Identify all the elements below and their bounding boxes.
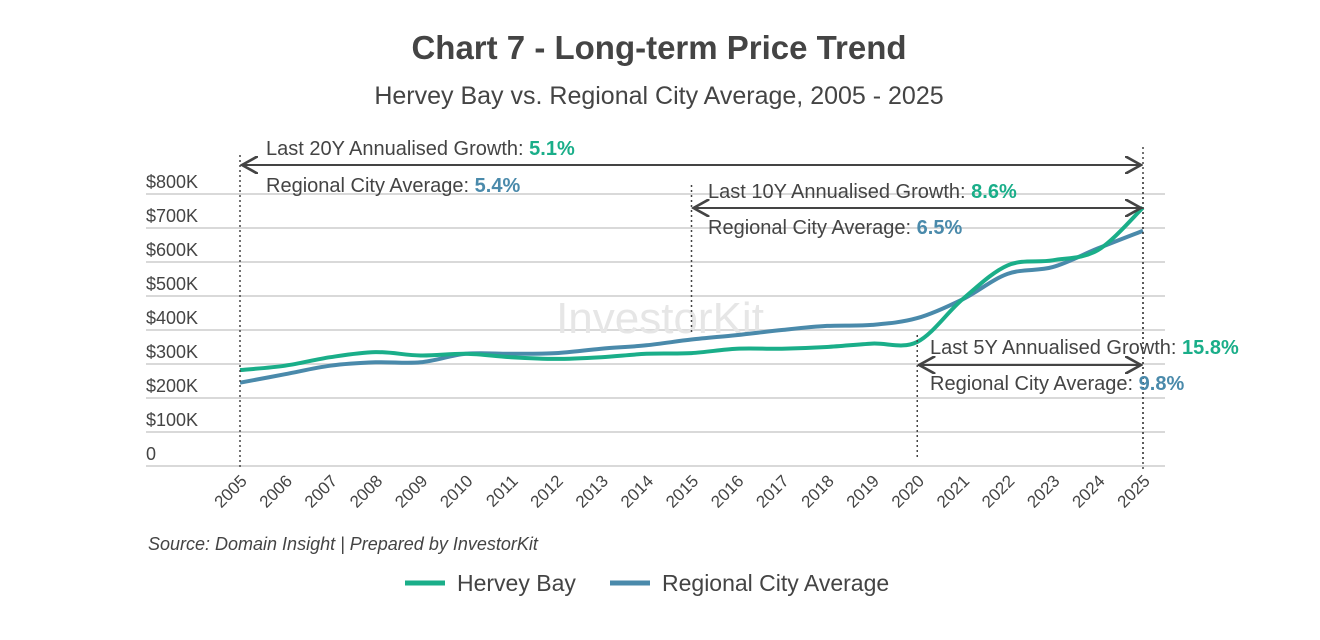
x-tick-label: 2014 xyxy=(617,471,657,511)
x-tick-label: 2016 xyxy=(707,471,747,511)
y-tick-label: $200K xyxy=(146,376,198,396)
growth-label: Last 20Y Annualised Growth: xyxy=(266,138,529,160)
x-tick-label: 2008 xyxy=(346,471,386,511)
growth-value: 8.6% xyxy=(971,181,1017,203)
y-tick-label: $800K xyxy=(146,172,198,192)
y-tick-label: 0 xyxy=(146,444,156,464)
y-tick-label: $300K xyxy=(146,342,198,362)
x-tick-label: 2020 xyxy=(888,471,928,511)
series-line-regional-city-average xyxy=(239,228,1144,385)
x-tick-label: 2018 xyxy=(798,471,838,511)
legend-item: Hervey Bay xyxy=(405,570,576,596)
y-tick-label: $400K xyxy=(146,308,198,328)
average-value: 5.4% xyxy=(475,175,521,197)
growth-value: 5.1% xyxy=(529,138,575,160)
x-tick-label: 2009 xyxy=(391,471,431,511)
x-tick-label: 2013 xyxy=(572,471,612,511)
x-tick-label: 2012 xyxy=(527,471,567,511)
average-label: Regional City Average: xyxy=(708,217,917,239)
x-tick-label: 2006 xyxy=(256,471,296,511)
y-tick-label: $700K xyxy=(146,206,198,226)
legend-item: Regional City Average xyxy=(610,570,889,596)
annotation-average: Regional City Average: 9.8% xyxy=(930,373,1184,395)
growth-label: Last 10Y Annualised Growth: xyxy=(708,181,971,203)
chart-subtitle: Hervey Bay vs. Regional City Average, 20… xyxy=(374,82,943,110)
annotation-growth: Last 20Y Annualised Growth: 5.1% xyxy=(266,138,575,160)
chart-title: Chart 7 - Long-term Price Trend xyxy=(411,29,906,66)
x-tick-label: 2011 xyxy=(482,471,521,510)
x-tick-label: 2010 xyxy=(436,471,476,511)
annotation-growth: Last 10Y Annualised Growth: 8.6% xyxy=(708,181,1017,203)
x-tick-label: 2007 xyxy=(301,471,341,511)
x-tick-label: 2024 xyxy=(1068,471,1108,511)
y-tick-label: $100K xyxy=(146,410,198,430)
average-value: 6.5% xyxy=(917,217,963,239)
average-value: 9.8% xyxy=(1139,373,1185,395)
legend-label: Hervey Bay xyxy=(457,570,576,596)
source-note: Source: Domain Insight | Prepared by Inv… xyxy=(148,534,539,554)
y-tick-label: $600K xyxy=(146,240,198,260)
legend-label: Regional City Average xyxy=(662,570,889,596)
y-tick-label: $500K xyxy=(146,274,198,294)
x-tick-label: 2023 xyxy=(1023,471,1063,511)
x-tick-label: 2021 xyxy=(933,471,973,511)
growth-label: Last 5Y Annualised Growth: xyxy=(930,337,1182,359)
annotation-average: Regional City Average: 6.5% xyxy=(708,217,962,239)
x-tick-label: 2022 xyxy=(978,471,1018,511)
x-tick-label: 2025 xyxy=(1114,471,1154,511)
average-label: Regional City Average: xyxy=(930,373,1139,395)
series-line-hervey-bay xyxy=(239,206,1145,373)
annotation-growth: Last 5Y Annualised Growth: 15.8% xyxy=(930,337,1239,359)
x-tick-label: 2015 xyxy=(662,471,702,511)
x-tick-label: 2019 xyxy=(843,471,883,511)
annotation-average: Regional City Average: 5.4% xyxy=(266,175,520,197)
x-tick-label: 2017 xyxy=(752,471,792,511)
growth-value: 15.8% xyxy=(1182,337,1239,359)
average-label: Regional City Average: xyxy=(266,175,475,197)
x-tick-label: 2005 xyxy=(211,471,251,511)
